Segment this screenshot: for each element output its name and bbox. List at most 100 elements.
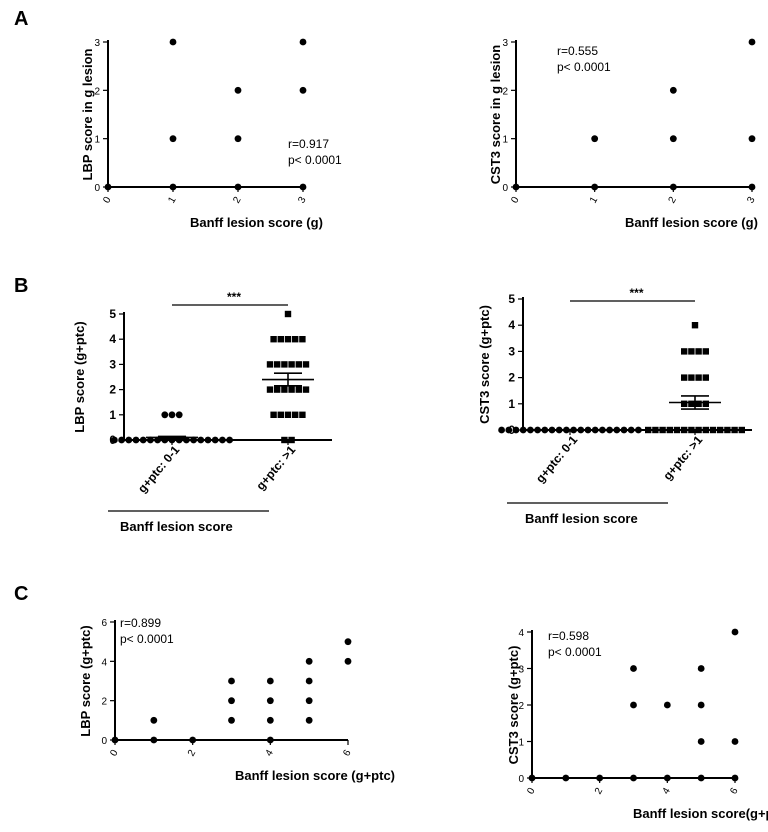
C2-y-tick-label: 1 [518, 738, 524, 749]
B1-data-point [284, 310, 292, 318]
C2-x-tick-label: 4 [661, 786, 674, 797]
C2-data-point [697, 774, 705, 782]
B2-y-tick-label: 4 [508, 318, 515, 332]
A2-data-point [512, 183, 520, 191]
B1-data-point [125, 436, 133, 444]
panel-label-b: B [14, 275, 28, 297]
A2-annotation: r=0.555 [557, 44, 598, 58]
B1-data-point [284, 336, 292, 343]
B1-data-point [219, 436, 226, 444]
B2-data-point [688, 348, 695, 355]
A2-y-tick-label: 0 [502, 183, 508, 194]
B1-data-point [266, 361, 274, 368]
B2-data-point [681, 348, 688, 355]
A1-data-point [169, 38, 177, 46]
B2-data-point [666, 426, 673, 434]
A2-y-tick-label: 2 [502, 86, 508, 97]
B2-data-point [702, 374, 709, 381]
B1-y-label: LBP score (g+ptc) [72, 321, 87, 432]
B1-data-point [266, 386, 274, 393]
B2-data-point [613, 426, 621, 434]
B2-data-point [702, 426, 709, 434]
A2-data-point [669, 135, 677, 143]
B2-y-tick-label: 2 [508, 371, 515, 385]
B2-data-point [599, 426, 606, 434]
B2-data-point [702, 400, 709, 407]
C1-annotation: r=0.899 [120, 616, 161, 630]
B2-data-point [498, 426, 505, 434]
B2-data-point [709, 426, 717, 434]
A2-data-point [669, 86, 677, 94]
C2-data-point [596, 774, 604, 782]
B1-x-label: Banff lesion score [120, 519, 233, 534]
C1-data-point [305, 716, 313, 724]
panel-label-c: C [14, 583, 28, 605]
B1-data-point [270, 336, 277, 343]
B1-data-point [284, 411, 292, 418]
C2-annotation: r=0.598 [548, 629, 589, 643]
A2-x-label: Banff lesion score (g) [625, 215, 758, 230]
C1-data-point [266, 697, 274, 705]
C2-data-point [630, 774, 637, 782]
B1-data-point [277, 411, 284, 418]
B2-data-point [731, 426, 738, 434]
C2-data-point [697, 738, 705, 745]
A1-annotation: r=0.917 [288, 137, 329, 151]
B1-data-point [295, 386, 302, 393]
A1-data-point [169, 183, 177, 191]
B1-data-point [292, 411, 299, 418]
B2-y-label: CST3 score (g+ptc) [477, 305, 492, 424]
C1-y-tick-label: 2 [101, 697, 107, 708]
C2-data-point [731, 738, 739, 745]
A1-y-tick-label: 0 [94, 183, 100, 194]
B1-y-tick-label: 2 [109, 383, 116, 397]
A1-x-tick-label: 2 [231, 195, 244, 206]
A1-data-point [234, 135, 242, 143]
B2-data-point [681, 400, 688, 407]
C1-x-tick-label: 6 [341, 748, 354, 759]
B2-data-point [681, 374, 688, 381]
C2-x-tick-label: 6 [728, 786, 741, 797]
C1-data-point [344, 657, 352, 665]
A2-data-point [669, 183, 677, 191]
B2-data-point [627, 426, 635, 434]
A2-data-point [748, 38, 756, 46]
A1-y-label: LBP score in g lesion [80, 48, 95, 180]
B1-data-point [302, 361, 310, 368]
B2-data-point [673, 426, 681, 434]
C2-y-tick-label: 3 [518, 665, 524, 676]
C2-data-point [697, 665, 705, 672]
C1-y-tick-label: 4 [101, 657, 107, 668]
B2-data-point [620, 426, 628, 434]
B1-data-point [274, 361, 281, 368]
C2-y-label: CST3 score (g+ptc) [506, 646, 521, 765]
C2-y-tick-label: 2 [518, 701, 524, 712]
B1-data-point [190, 436, 198, 444]
C1-data-point [111, 736, 119, 744]
A1-x-label: Banff lesion score (g) [190, 215, 323, 230]
C2-x-tick-label: 2 [593, 786, 606, 797]
A1-annotation: p< 0.0001 [288, 153, 342, 167]
C2-data-point [630, 701, 637, 709]
A1-y-tick-label: 1 [94, 135, 100, 146]
B2-data-point [645, 426, 652, 434]
B1-data-point [139, 436, 147, 444]
C1-data-point [266, 677, 274, 685]
B2-data-point [519, 426, 527, 434]
C2-data-point [528, 774, 536, 782]
C1-x-tick-label: 4 [264, 748, 277, 759]
C1-x-tick-label: 2 [186, 748, 199, 759]
B1-data-point [299, 336, 306, 343]
B2-data-point [606, 426, 613, 434]
C2-y-tick-label: 0 [518, 774, 524, 785]
C1-data-point [150, 736, 158, 744]
B2-y-tick-label: 5 [508, 292, 515, 306]
B2-data-point [659, 426, 666, 434]
B1-data-point [204, 436, 212, 444]
B1-data-point [292, 336, 299, 343]
B2-data-point [702, 348, 709, 355]
C1-data-point [228, 697, 235, 705]
B2-data-point [724, 426, 731, 434]
C2-x-label: Banff lesion score(g+ptc) [633, 806, 768, 821]
C1-x-tick-label: 0 [108, 748, 121, 759]
